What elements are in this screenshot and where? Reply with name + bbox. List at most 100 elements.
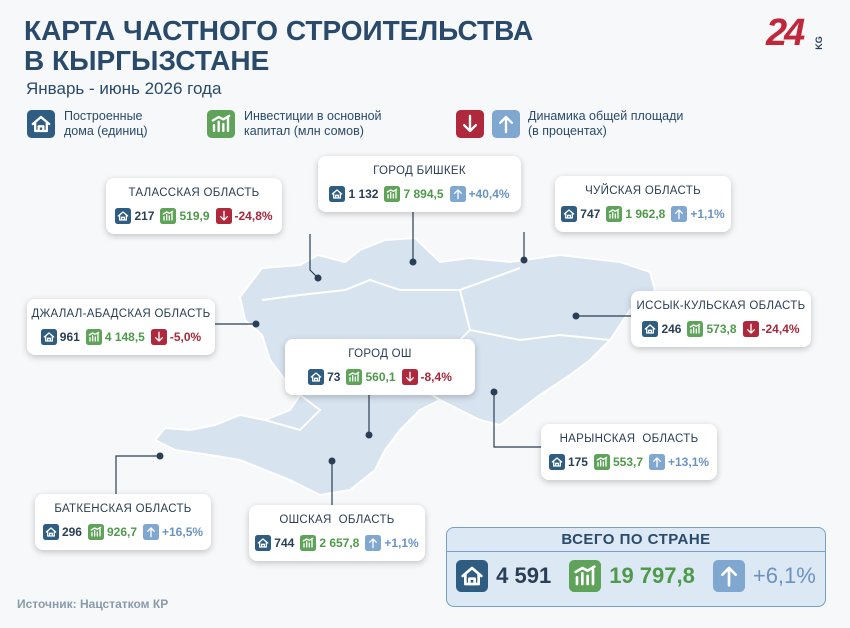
logo-suffix: KG — [813, 36, 824, 50]
icon-glyph — [653, 457, 661, 468]
houses-value: 747 — [580, 207, 601, 221]
house-icon — [308, 369, 325, 385]
legend-text: Инвестиции в основной капитал (млн сомов) — [244, 109, 382, 139]
icon-glyph — [746, 323, 755, 334]
icon-glyph — [154, 331, 163, 342]
invest-icon — [85, 329, 102, 345]
down-icon — [401, 369, 418, 385]
icon-glyph — [369, 538, 378, 549]
down-icon — [215, 208, 232, 224]
houses-value: 217 — [134, 209, 155, 223]
icon-glyph — [147, 527, 155, 538]
up-icon — [365, 535, 382, 551]
icon-glyph — [675, 209, 684, 220]
icon-glyph — [211, 114, 231, 133]
icon-bg — [606, 206, 623, 222]
icon-bg — [85, 329, 102, 345]
region-stats: 961 4 148,5 -5,0% — [27, 329, 215, 345]
icon-bg — [160, 208, 177, 224]
icon-glyph — [453, 189, 462, 200]
total-row: 4 591 19 797,8 +6,1% — [447, 560, 825, 592]
change-value: -24,4% — [761, 322, 800, 336]
icon-bg — [593, 454, 610, 470]
houses-value: 744 — [274, 536, 295, 550]
legend-line: (в процентах) — [528, 124, 607, 138]
invest-icon — [593, 454, 610, 470]
icon-glyph — [43, 332, 55, 342]
legend-line: дома (единиц) — [64, 124, 148, 138]
icon-bg — [40, 329, 57, 345]
legend-line: Динамика общей площади — [528, 109, 684, 123]
icon-glyph — [257, 538, 269, 548]
icon-bg — [255, 535, 272, 551]
region-stats: 217 519,9 -24,8% — [106, 208, 282, 224]
title: КАРТА ЧАСТНОГО СТРОИТЕЛЬСТВА В КЫРГЫЗСТА… — [24, 16, 533, 76]
total-investment: 19 797,8 — [609, 563, 695, 588]
icon-glyph — [310, 372, 322, 382]
icon-glyph — [302, 537, 314, 548]
icon-glyph — [551, 457, 563, 467]
icon-bg — [27, 110, 55, 138]
icon-bg — [548, 454, 565, 470]
icon-bg — [569, 560, 602, 592]
logo: 24 — [766, 12, 805, 54]
icon-glyph — [463, 114, 477, 133]
icon-glyph — [31, 115, 51, 133]
invest-icon — [606, 206, 623, 222]
change-value: +13,1% — [668, 455, 710, 469]
houses-value: 961 — [59, 330, 80, 344]
region-stats: 747 1 962,8 +1,1% — [555, 206, 731, 222]
icon-glyph — [596, 456, 608, 467]
icon-glyph — [45, 527, 57, 537]
investment-value: 926,7 — [106, 525, 137, 539]
total-box: ВСЕГО ПО СТРАНЕ 4 591 19 797,8 +6,1% — [446, 527, 826, 607]
investment-value: 519,9 — [179, 209, 210, 223]
icon-glyph — [608, 208, 620, 219]
change-value: +16,5% — [162, 525, 204, 539]
icon-bg — [300, 535, 317, 551]
investment-value: 2 657,8 — [319, 536, 360, 550]
legend-line: Инвестиции в основной — [244, 109, 382, 123]
region-name: ГОРОД БИШКЕК — [373, 165, 466, 177]
house-icon — [548, 454, 565, 470]
total-houses: 4 591 — [496, 563, 552, 588]
divider — [447, 551, 825, 552]
region-stats: 246 573,8 -24,4% — [631, 321, 811, 337]
region-card: ГОРОД ОШ 73 560,1 -8,4% — [285, 339, 475, 395]
house-icon — [115, 208, 132, 224]
up-icon — [143, 524, 159, 540]
up-icon — [671, 206, 688, 222]
icon-bg — [207, 110, 235, 138]
change-value: +40,4% — [468, 187, 510, 201]
down-icon — [742, 321, 759, 337]
invest-icon — [569, 560, 602, 592]
title-line: КАРТА ЧАСТНОГО СТРОИТЕЛЬСТВА — [24, 15, 534, 46]
icon-bg — [384, 186, 401, 202]
icon-glyph — [332, 189, 343, 199]
region-stats: 175 553,7 +13,1% — [541, 454, 717, 470]
up-icon — [492, 110, 520, 138]
invest-icon — [300, 535, 317, 551]
region-name: НАРЫНСКАЯ ОБЛАСТЬ — [559, 433, 699, 445]
region-name: ИССЫК-КУЛЬСКАЯ ОБЛАСТЬ — [636, 300, 806, 312]
change-value: +1,1% — [690, 207, 725, 221]
region-name: БАТКЕНСКАЯ ОБЛАСТЬ — [54, 503, 192, 515]
region-name: ГОРОД ОШ — [348, 348, 412, 360]
icon-bg — [115, 208, 132, 224]
subtitle: Январь - июнь 2026 года — [26, 79, 222, 98]
icon-glyph — [563, 209, 575, 219]
icon-glyph — [163, 210, 174, 221]
region-card: ТАЛАССКАЯ ОБЛАСТЬ 217 519,9 -24,8% — [106, 178, 282, 234]
icon-bg — [329, 186, 346, 202]
invest-icon — [384, 186, 401, 202]
region-name: ЧУЙСКАЯ ОБЛАСТЬ — [585, 185, 701, 197]
icon-bg — [456, 560, 489, 592]
change-value: -5,0% — [169, 330, 202, 344]
icon-glyph — [118, 211, 129, 221]
houses-value: 296 — [61, 525, 82, 539]
down-icon — [150, 329, 167, 345]
investment-value: 560,1 — [365, 370, 396, 384]
source: Источник: Нацстатком КР — [17, 597, 169, 611]
houses-value: 73 — [327, 370, 341, 384]
